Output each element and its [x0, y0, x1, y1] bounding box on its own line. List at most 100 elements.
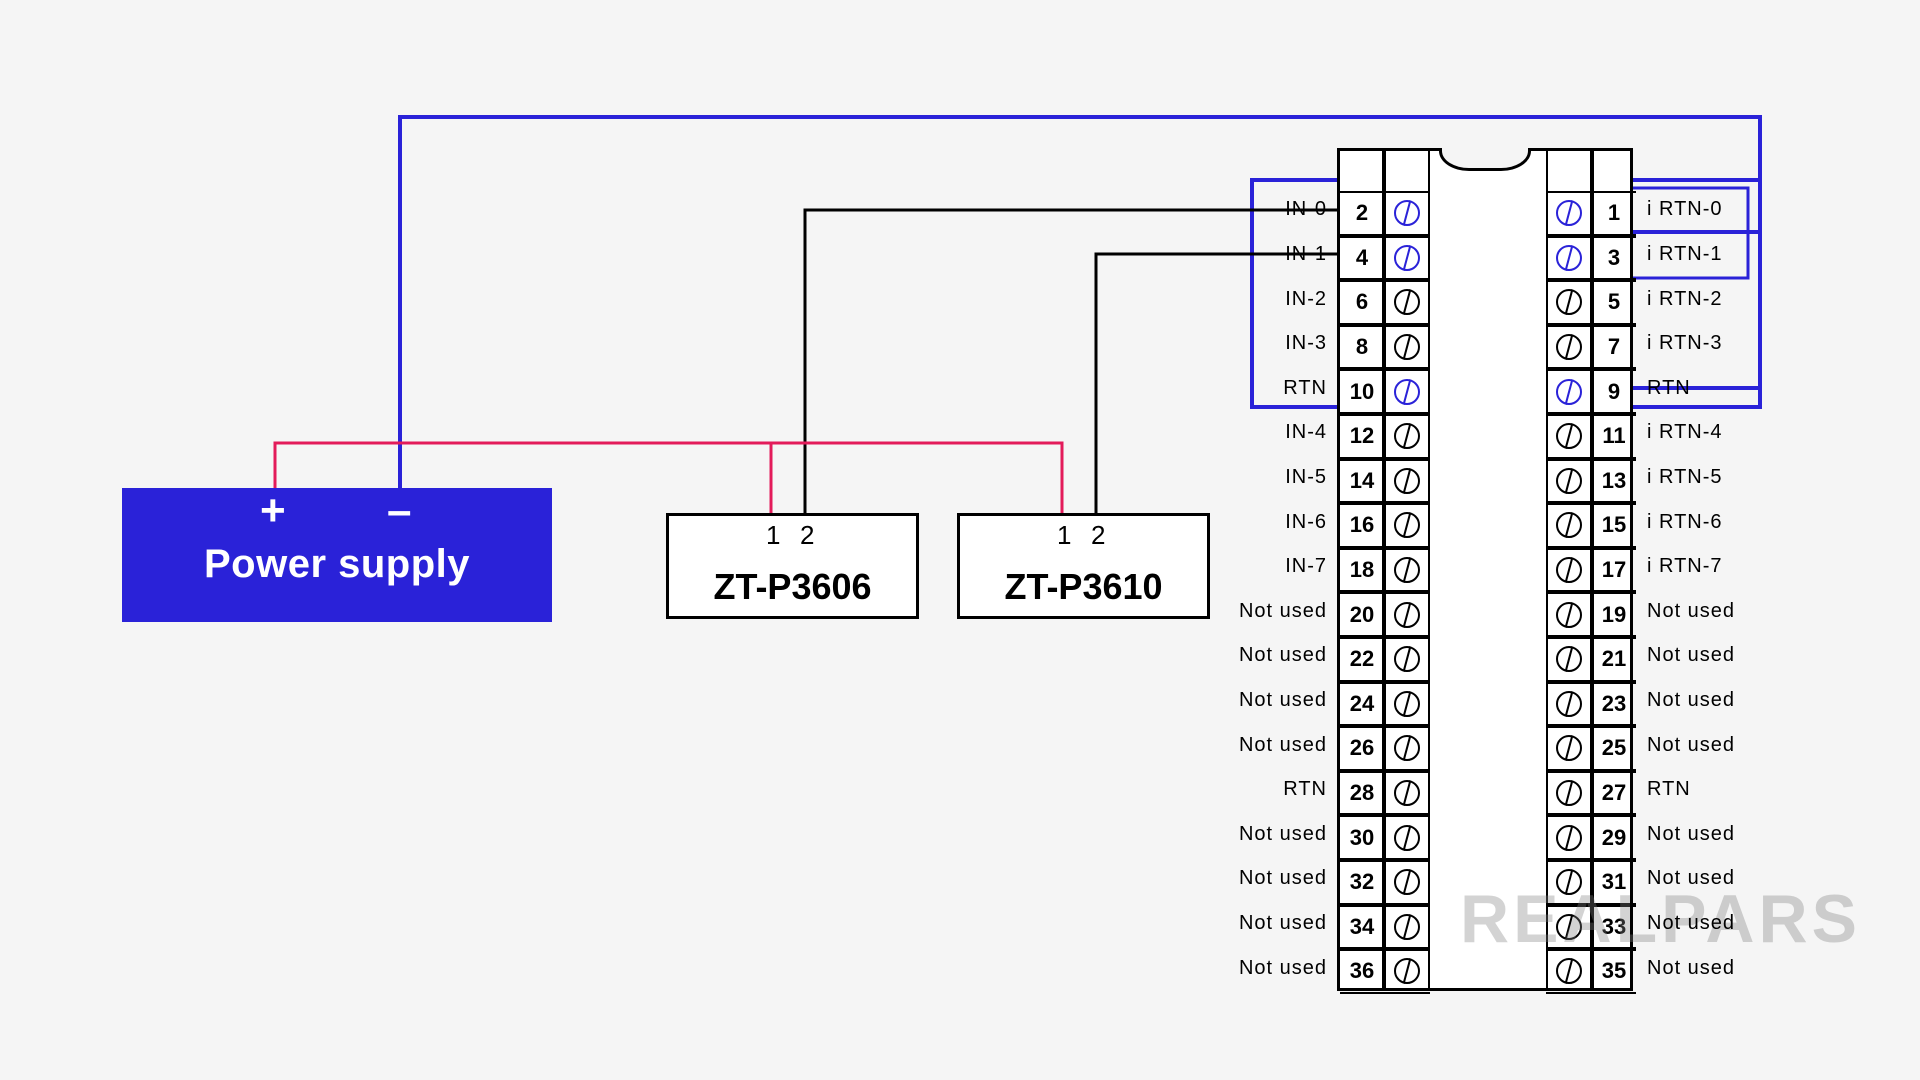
terminal-num-left: 28	[1340, 771, 1384, 816]
terminal-num-left: 8	[1340, 325, 1384, 370]
terminal-label-right: Not used	[1647, 734, 1735, 757]
terminal-label-left: IN-0	[1285, 198, 1327, 221]
terminal-num-right: 21	[1592, 637, 1636, 682]
screw-icon	[1394, 780, 1420, 806]
terminal-num-right: 3	[1592, 236, 1636, 281]
screw-icon	[1556, 825, 1582, 851]
terminal-screw-left	[1384, 459, 1430, 504]
terminal-screw-left	[1384, 771, 1430, 816]
terminal-num-right: 7	[1592, 325, 1636, 370]
terminal-screw-right	[1546, 592, 1592, 637]
terminal-label-right: Not used	[1647, 689, 1735, 712]
terminal-screw-right	[1546, 503, 1592, 548]
terminal-num-left: 12	[1340, 414, 1384, 459]
screw-icon	[1556, 602, 1582, 628]
terminal-num-left: 30	[1340, 815, 1384, 860]
terminal-num-left: 16	[1340, 503, 1384, 548]
terminal-label-right: i RTN-6	[1647, 511, 1723, 534]
screw-icon	[1394, 646, 1420, 672]
terminal-label-left: IN-6	[1285, 511, 1327, 534]
terminal-num-right: 25	[1592, 726, 1636, 771]
terminal-label-left: IN-4	[1285, 421, 1327, 444]
terminal-num-right: 19	[1592, 592, 1636, 637]
terminal-num-right: 9	[1592, 369, 1636, 414]
device-b-label: ZT-P3610	[960, 566, 1207, 608]
terminal-screw-right	[1546, 236, 1592, 281]
screw-icon	[1394, 468, 1420, 494]
device-a-pin1: 1	[766, 520, 780, 551]
terminal-screw-right	[1546, 280, 1592, 325]
screw-icon	[1556, 691, 1582, 717]
terminal-label-right: i RTN-7	[1647, 555, 1723, 578]
terminal-screw-right	[1546, 548, 1592, 593]
power-supply-label: Power supply	[122, 542, 552, 587]
screw-icon	[1394, 958, 1420, 984]
terminal-label-right: Not used	[1647, 823, 1735, 846]
terminal-label-right: i RTN-0	[1647, 198, 1723, 221]
power-supply-minus: –	[387, 486, 411, 536]
terminal-screw-right	[1546, 369, 1592, 414]
terminal-num-right: 29	[1592, 815, 1636, 860]
terminal-label-left: Not used	[1239, 912, 1327, 935]
terminal-screw-left	[1384, 949, 1430, 994]
screw-icon	[1394, 735, 1420, 761]
terminal-num-left: 32	[1340, 860, 1384, 905]
screw-icon	[1556, 379, 1582, 405]
terminal-label-right: Not used	[1647, 957, 1735, 980]
screw-icon	[1394, 869, 1420, 895]
terminal-block-notch	[1439, 148, 1531, 171]
screw-icon	[1556, 735, 1582, 761]
screw-icon	[1394, 557, 1420, 583]
terminal-num-right: 27	[1592, 771, 1636, 816]
terminal-label-right: Not used	[1647, 644, 1735, 667]
terminal-label-left: Not used	[1239, 600, 1327, 623]
terminal-num-left: 22	[1340, 637, 1384, 682]
device-a-label: ZT-P3606	[669, 566, 916, 608]
screw-icon	[1556, 557, 1582, 583]
terminal-num-right: 15	[1592, 503, 1636, 548]
terminal-num-right: 17	[1592, 548, 1636, 593]
terminal-num-right: 5	[1592, 280, 1636, 325]
terminal-label-left: Not used	[1239, 644, 1327, 667]
terminal-num-left: 10	[1340, 369, 1384, 414]
screw-icon	[1556, 646, 1582, 672]
terminal-screw-left	[1384, 280, 1430, 325]
screw-icon	[1556, 245, 1582, 271]
screw-icon	[1394, 825, 1420, 851]
screw-icon	[1394, 289, 1420, 315]
terminal-num-left: 34	[1340, 905, 1384, 950]
terminal-screw-right	[1546, 414, 1592, 459]
terminal-screw-right	[1546, 726, 1592, 771]
terminal-label-right: i RTN-4	[1647, 421, 1723, 444]
terminal-label-left: Not used	[1239, 823, 1327, 846]
terminal-label-right: Not used	[1647, 600, 1735, 623]
terminal-label-right: Not used	[1647, 867, 1735, 890]
terminal-label-left: IN-1	[1285, 243, 1327, 266]
terminal-screw-right	[1546, 325, 1592, 370]
terminal-label-left: RTN	[1283, 778, 1327, 801]
terminal-label-left: IN-7	[1285, 555, 1327, 578]
terminal-num-left: 20	[1340, 592, 1384, 637]
terminal-label-right: i RTN-5	[1647, 466, 1723, 489]
device-b-pin2: 2	[1091, 520, 1105, 551]
terminal-screw-left	[1384, 325, 1430, 370]
terminal-label-left: IN-2	[1285, 288, 1327, 311]
terminal-num-left: 2	[1340, 191, 1384, 236]
terminal-num-right: 1	[1592, 191, 1636, 236]
terminal-screw-left	[1384, 236, 1430, 281]
screw-icon	[1394, 914, 1420, 940]
terminal-num-left: 6	[1340, 280, 1384, 325]
terminal-screw-left	[1384, 548, 1430, 593]
terminal-screw-right	[1546, 637, 1592, 682]
screw-icon	[1556, 423, 1582, 449]
terminal-screw-right	[1546, 191, 1592, 236]
device-b-pin1: 1	[1057, 520, 1071, 551]
screw-icon	[1394, 423, 1420, 449]
screw-icon	[1556, 468, 1582, 494]
terminal-label-right: RTN	[1647, 778, 1691, 801]
terminal-label-left: IN-5	[1285, 466, 1327, 489]
screw-icon	[1556, 780, 1582, 806]
terminal-label-right: RTN	[1647, 377, 1691, 400]
screw-icon	[1394, 602, 1420, 628]
terminal-num-left: 26	[1340, 726, 1384, 771]
